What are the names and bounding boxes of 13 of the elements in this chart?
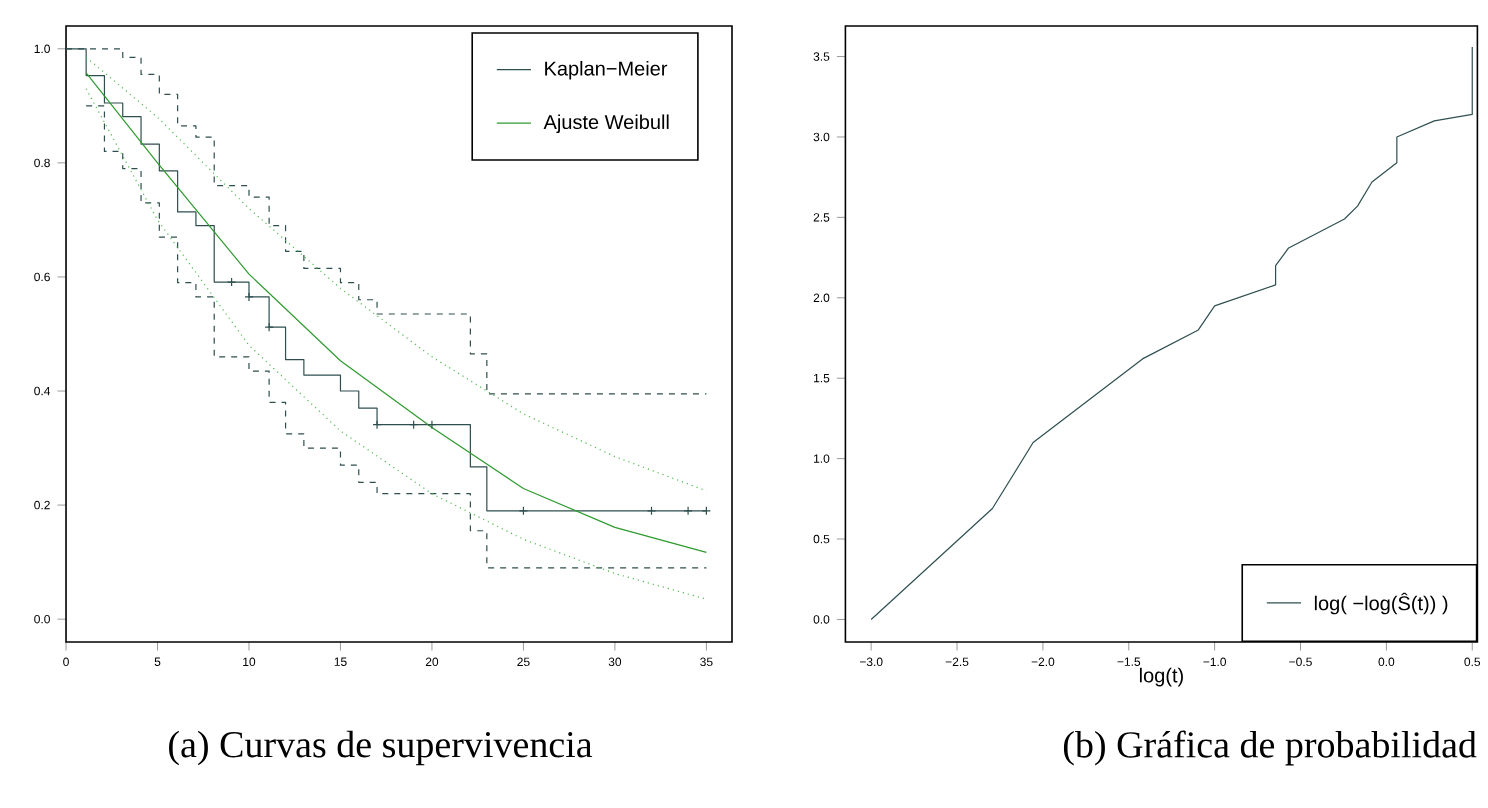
text: (a) Curvas de supervivencia xyxy=(169,730,593,766)
legend-label: Ajuste Weibull xyxy=(543,114,669,134)
text: (b) Gráfica de probabilidad xyxy=(1063,730,1477,766)
line-series xyxy=(870,46,1473,621)
point xyxy=(372,420,382,430)
point xyxy=(227,277,237,287)
point xyxy=(683,506,693,516)
point xyxy=(264,322,274,332)
legend-label: Kaplan−Meier xyxy=(545,60,668,80)
x-axis-title: log(t) xyxy=(1139,667,1183,687)
point xyxy=(244,292,254,302)
point xyxy=(427,420,437,430)
legend-label: log( −log(Ŝ(t)) ) xyxy=(1314,592,1448,615)
